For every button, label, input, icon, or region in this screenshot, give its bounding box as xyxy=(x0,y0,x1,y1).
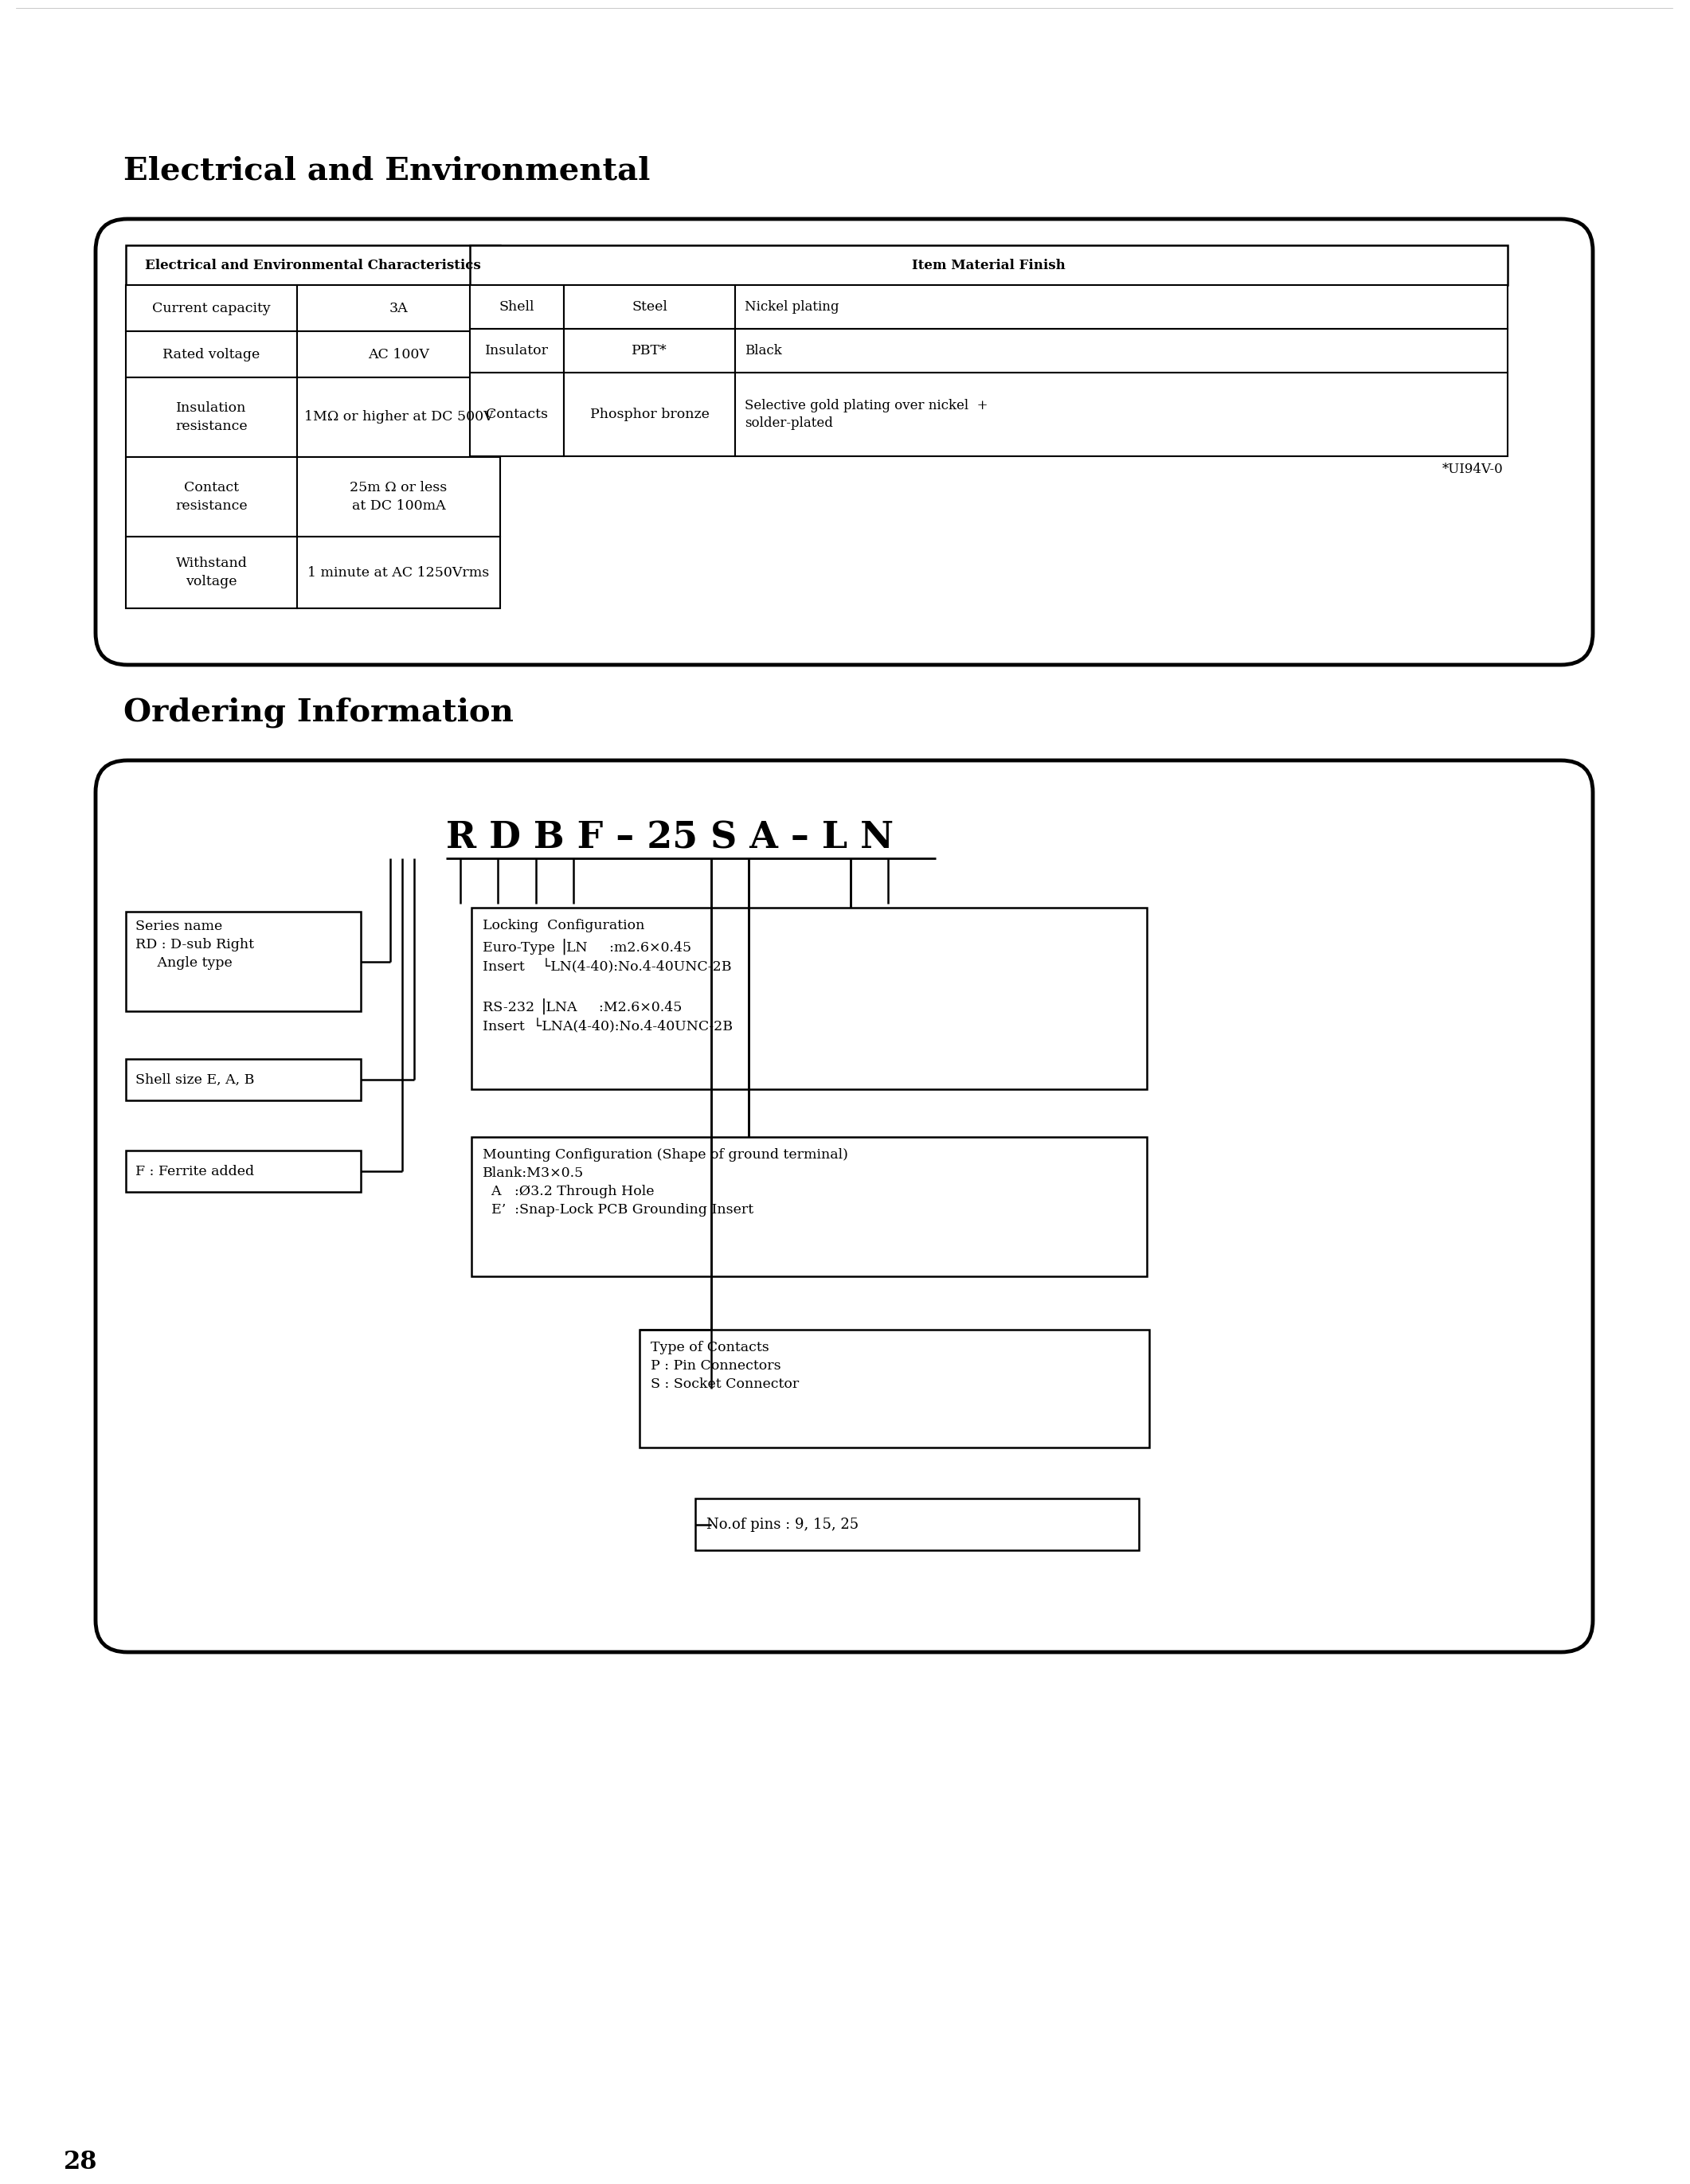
Text: F : Ferrite added: F : Ferrite added xyxy=(135,1164,253,1177)
Text: 25m Ω or less
at DC 100mA: 25m Ω or less at DC 100mA xyxy=(350,480,448,513)
Bar xyxy=(564,373,735,456)
Text: 3A: 3A xyxy=(389,301,407,314)
Text: Phosphor bronze: Phosphor bronze xyxy=(590,408,710,422)
Bar xyxy=(472,909,1148,1090)
Bar xyxy=(564,330,735,373)
Text: Mounting Configuration (Shape of ground terminal)
Blank:M3×0.5
  A   :Ø3.2 Throu: Mounting Configuration (Shape of ground … xyxy=(483,1149,848,1216)
Text: Electrical and Environmental Characteristics: Electrical and Environmental Characteris… xyxy=(145,258,482,271)
Text: Black: Black xyxy=(745,343,782,358)
Text: Nickel plating: Nickel plating xyxy=(745,299,838,314)
Text: 1 minute at AC 1250Vrms: 1 minute at AC 1250Vrms xyxy=(308,566,490,579)
Bar xyxy=(735,330,1507,373)
Text: Type of Contacts
P : Pin Connectors
S : Socket Connector: Type of Contacts P : Pin Connectors S : … xyxy=(651,1341,799,1391)
Text: Withstand
voltage: Withstand voltage xyxy=(176,557,247,587)
Bar xyxy=(735,286,1507,330)
Bar xyxy=(470,245,1507,286)
Bar xyxy=(125,245,500,286)
Text: *UI94V-0: *UI94V-0 xyxy=(1443,463,1504,476)
Text: Locking  Configuration
Euro-Type ⎟LN     :m2.6×0.45
Insert    └LN(4-40):No.4-40U: Locking Configuration Euro-Type ⎟LN :m2.… xyxy=(483,919,733,1033)
Text: Insulation
resistance: Insulation resistance xyxy=(176,402,247,432)
Bar xyxy=(125,378,297,456)
Text: PBT*: PBT* xyxy=(632,343,668,358)
Text: Insulator: Insulator xyxy=(485,343,549,358)
Bar xyxy=(472,1138,1148,1275)
Text: Electrical and Environmental: Electrical and Environmental xyxy=(123,155,651,186)
Text: R D B F – 25 S A – L N: R D B F – 25 S A – L N xyxy=(446,819,894,856)
Bar xyxy=(125,1151,360,1192)
Text: Shell: Shell xyxy=(499,299,534,314)
FancyBboxPatch shape xyxy=(96,760,1594,1651)
Bar xyxy=(125,456,297,537)
Text: 1MΩ or higher at DC 500V: 1MΩ or higher at DC 500V xyxy=(304,411,493,424)
Text: Shell size E, A, B: Shell size E, A, B xyxy=(135,1072,255,1085)
Bar xyxy=(470,373,564,456)
Text: Contact
resistance: Contact resistance xyxy=(176,480,247,513)
Text: Series name
RD : D-sub Right
     Angle type: Series name RD : D-sub Right Angle type xyxy=(135,919,253,970)
Bar xyxy=(735,373,1507,456)
Bar xyxy=(564,286,735,330)
Bar xyxy=(125,332,297,378)
Text: No.of pins : 9, 15, 25: No.of pins : 9, 15, 25 xyxy=(706,1518,859,1531)
Text: Rated voltage: Rated voltage xyxy=(162,347,260,360)
Bar xyxy=(125,1059,360,1101)
Bar xyxy=(639,1330,1149,1448)
Text: Contacts: Contacts xyxy=(485,408,548,422)
Bar xyxy=(297,456,500,537)
Bar xyxy=(125,537,297,609)
Bar xyxy=(297,378,500,456)
Bar xyxy=(125,911,360,1011)
Text: Selective gold plating over nickel  +
solder-plated: Selective gold plating over nickel + sol… xyxy=(745,397,989,430)
Bar xyxy=(297,537,500,609)
Text: Item Material Finish: Item Material Finish xyxy=(913,258,1065,271)
Text: Current capacity: Current capacity xyxy=(152,301,270,314)
Bar xyxy=(125,286,297,332)
Bar xyxy=(695,1498,1139,1551)
Bar xyxy=(470,286,564,330)
Text: AC 100V: AC 100V xyxy=(368,347,429,360)
Bar xyxy=(297,286,500,332)
Text: 28: 28 xyxy=(64,2149,98,2175)
Bar xyxy=(470,330,564,373)
FancyBboxPatch shape xyxy=(96,218,1594,664)
Text: Ordering Information: Ordering Information xyxy=(123,697,514,727)
Text: Steel: Steel xyxy=(632,299,668,314)
Bar xyxy=(297,332,500,378)
